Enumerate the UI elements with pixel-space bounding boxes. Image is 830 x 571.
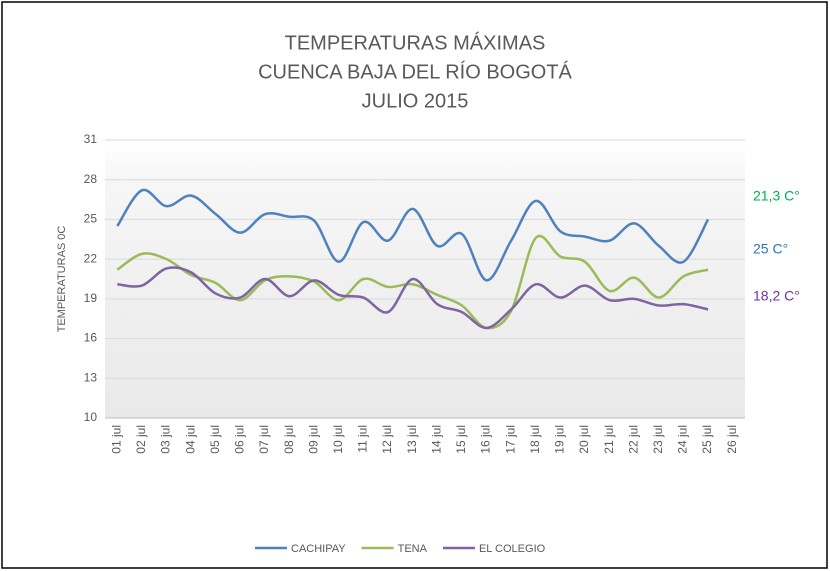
x-tick-label: 17 jul <box>503 425 517 454</box>
y-axis-label: TEMPERATURAS 0C <box>56 226 68 333</box>
x-tick-label: 04 jul <box>183 425 197 454</box>
annotation: 21,3 C° <box>753 188 800 204</box>
y-tick-label: 22 <box>84 251 98 265</box>
chart-title: JULIO 2015 <box>362 90 469 112</box>
x-tick-label: 23 jul <box>651 425 665 454</box>
y-tick-label: 16 <box>84 331 98 345</box>
y-tick-label: 31 <box>84 132 98 146</box>
x-tick-label: 19 jul <box>553 425 567 454</box>
x-tick-label: 22 jul <box>626 425 640 454</box>
x-tick-label: 25 jul <box>700 425 714 454</box>
series-line <box>116 188 710 282</box>
x-tick-label: 05 jul <box>208 425 222 454</box>
y-tick-label: 10 <box>84 410 98 424</box>
x-tick-label: 12 jul <box>380 425 394 454</box>
x-tick-label: 02 jul <box>134 425 148 454</box>
x-tick-label: 21 jul <box>602 425 616 454</box>
y-tick-label: 25 <box>84 212 98 226</box>
x-tick-label: 11 jul <box>356 425 370 453</box>
x-tick-label: 08 jul <box>282 425 296 454</box>
y-tick-label: 13 <box>84 370 98 384</box>
x-tick-label: 06 jul <box>233 425 247 454</box>
x-tick-label: 18 jul <box>528 425 542 454</box>
legend-label: CACHIPAY <box>291 543 346 555</box>
x-tick-label: 24 jul <box>676 425 690 454</box>
series-line <box>117 266 709 330</box>
annotation: 18,2 C° <box>753 288 800 304</box>
chart-title: CUENCA BAJA DEL RÍO BOGOTÁ <box>258 60 572 83</box>
x-tick-label: 07 jul <box>257 425 271 454</box>
x-tick-label: 16 jul <box>479 425 493 454</box>
legend-label: TENA <box>398 543 428 555</box>
x-tick-label: 13 jul <box>405 425 419 454</box>
x-tick-label: 01 jul <box>109 425 123 454</box>
y-tick-label: 19 <box>84 291 98 305</box>
x-tick-label: 03 jul <box>159 425 173 454</box>
x-tick-label: 20 jul <box>577 425 591 454</box>
x-tick-label: 09 jul <box>306 425 320 454</box>
x-tick-label: 15 jul <box>454 425 468 454</box>
series-line <box>116 234 709 330</box>
annotation: 25 C° <box>753 241 788 257</box>
legend-label: EL COLEGIO <box>479 543 546 555</box>
x-tick-label: 14 jul <box>429 425 443 454</box>
x-tick-label: 10 jul <box>331 425 345 454</box>
y-tick-label: 28 <box>84 172 98 186</box>
x-tick-label: 26 jul <box>725 425 739 454</box>
chart-title: TEMPERATURAS MÁXIMAS <box>285 31 546 54</box>
